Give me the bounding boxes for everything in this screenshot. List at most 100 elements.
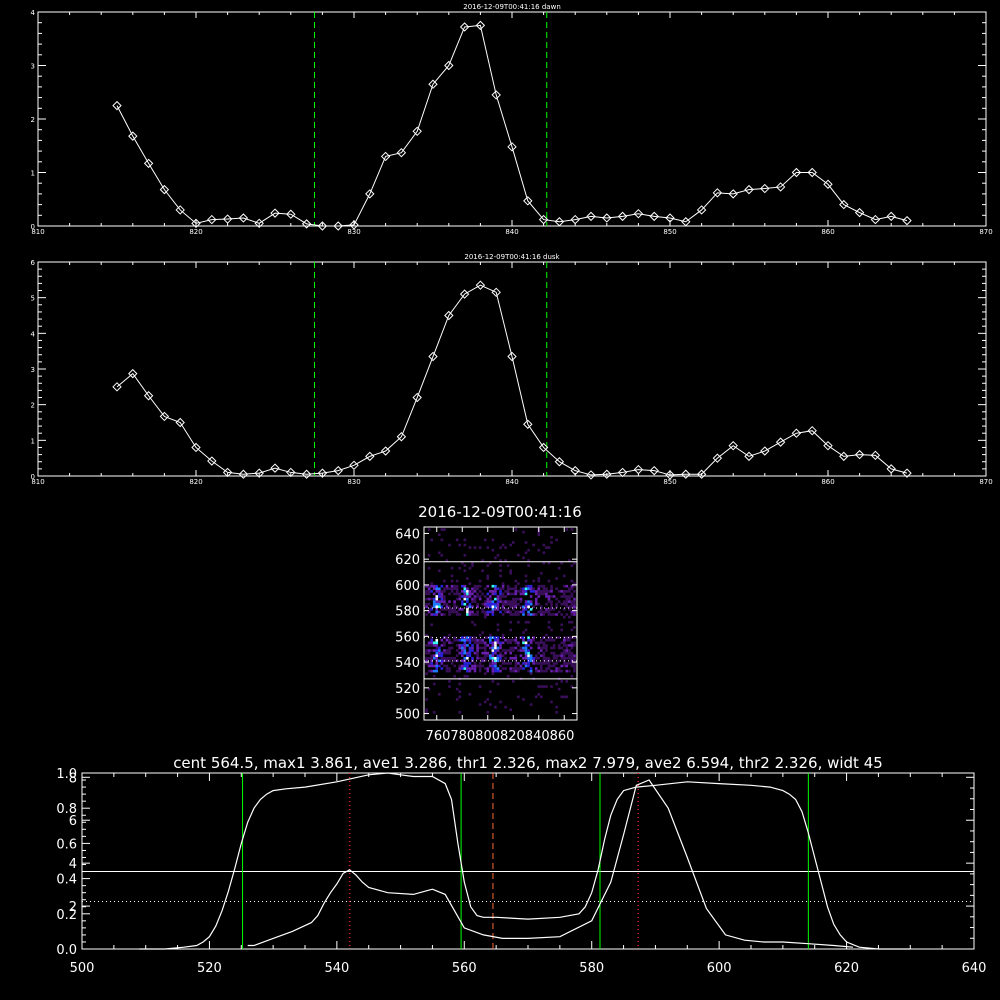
heatmap-cell xyxy=(476,602,479,606)
heatmap-cell xyxy=(432,592,436,596)
heatmap-cell xyxy=(473,651,477,655)
heatmap-cell xyxy=(483,656,487,660)
heatmap-cell xyxy=(570,654,574,657)
data-point xyxy=(143,158,154,169)
heatmap-cell xyxy=(481,631,484,634)
heatmap-cell xyxy=(440,656,444,660)
heatmap-cell xyxy=(466,613,469,616)
data-point xyxy=(191,218,201,229)
heatmap-cell xyxy=(522,613,525,616)
heatmap-cell xyxy=(570,659,574,663)
heatmap-cell xyxy=(532,613,535,616)
heatmap-cell xyxy=(517,662,520,665)
heatmap-cell xyxy=(496,667,500,670)
heatmap-cell xyxy=(435,638,439,642)
heatmap-cell xyxy=(458,592,462,596)
heatmap-cell xyxy=(547,662,551,665)
heatmap-cell xyxy=(534,695,538,699)
heatmap-cell xyxy=(506,638,510,642)
heatmap-cell xyxy=(494,662,497,665)
heatmap-cell xyxy=(438,646,441,650)
heatmap-cell xyxy=(509,649,513,652)
heatmap-cell xyxy=(540,610,543,614)
heatmap-cell xyxy=(432,669,436,673)
data-point xyxy=(570,214,580,225)
heatmap-cell xyxy=(537,644,541,647)
heatmap-cell xyxy=(522,646,525,650)
heatmap-cell xyxy=(570,579,574,583)
heatmap-cell xyxy=(483,538,487,542)
heatmap-cell xyxy=(496,636,500,639)
heatmap-cell xyxy=(499,569,502,573)
heatmap-cell xyxy=(494,608,497,611)
heatmap-cell xyxy=(491,646,495,650)
heatmap-cell xyxy=(453,605,456,609)
heatmap-cell xyxy=(471,600,474,603)
heatmap-cell xyxy=(494,664,497,668)
heatmap-cell xyxy=(478,633,482,637)
heatmap-cell xyxy=(463,664,467,668)
heatmap-cell xyxy=(440,608,444,611)
data-point xyxy=(444,60,454,71)
heatmap-cell xyxy=(430,605,433,609)
heatmap-cell xyxy=(522,638,525,642)
heatmap-cell xyxy=(511,649,515,652)
heatmap-cell xyxy=(496,646,500,650)
heatmap-cell xyxy=(499,664,502,668)
heatmap-cell xyxy=(550,536,553,539)
heatmap-cell xyxy=(568,620,571,624)
heatmap-cell xyxy=(435,644,439,647)
heatmap-cell xyxy=(440,651,444,655)
heatmap-cell xyxy=(562,664,566,668)
x-tick-label: 810 xyxy=(31,478,44,486)
heatmap-cell xyxy=(542,654,546,657)
heatmap-cell xyxy=(450,646,454,650)
heatmap-cell xyxy=(427,669,431,673)
heatmap-cell xyxy=(496,595,500,598)
y-tick-label: 620 xyxy=(395,553,420,568)
x-tick-label: 820 xyxy=(189,228,202,236)
data-point xyxy=(349,460,359,471)
heatmap-cell xyxy=(573,654,576,657)
heatmap-cell xyxy=(519,587,523,591)
heatmap-cell xyxy=(562,649,566,652)
heatmap-cell xyxy=(481,559,484,562)
heatmap-cell xyxy=(517,610,520,614)
heatmap-cell xyxy=(435,613,439,616)
heatmap-cell xyxy=(519,600,523,603)
x-tick-label: 500 xyxy=(70,961,95,976)
heatmap-cell xyxy=(483,595,487,598)
heatmap-cell xyxy=(499,546,502,549)
heatmap-cell xyxy=(466,636,469,639)
heatmap-cell xyxy=(568,656,571,660)
heatmap-cell xyxy=(501,608,505,611)
heatmap-cell xyxy=(455,605,459,609)
y2-tick-label: 4 xyxy=(69,857,77,872)
heatmap-cell xyxy=(425,602,428,606)
heatmap-cell xyxy=(438,592,441,596)
heatmap-cell xyxy=(534,662,538,665)
data-point xyxy=(159,411,170,422)
heatmap-cell xyxy=(455,613,459,616)
heatmap-cell xyxy=(491,602,495,606)
heatmap-cell xyxy=(506,584,510,588)
heatmap-cell xyxy=(460,608,464,611)
heatmap-cell xyxy=(425,613,428,616)
heatmap-cell xyxy=(534,613,538,616)
heatmap-cell xyxy=(534,592,538,596)
heatmap-cell xyxy=(473,590,477,593)
heatmap-cell xyxy=(483,649,487,652)
heatmap-cell xyxy=(499,656,502,660)
heatmap-cell xyxy=(486,577,490,580)
heatmap-cell xyxy=(550,608,553,611)
heatmap-cell xyxy=(486,651,490,655)
data-point xyxy=(538,214,549,225)
heatmap-cell xyxy=(491,608,495,611)
heatmap-cell xyxy=(471,644,474,647)
heatmap-cell xyxy=(455,587,459,591)
heatmap-cell xyxy=(511,597,515,601)
heatmap-cell xyxy=(565,646,569,650)
heatmap-cell xyxy=(432,587,436,591)
heatmap-cell xyxy=(527,654,530,657)
heatmap-cell xyxy=(473,623,477,627)
